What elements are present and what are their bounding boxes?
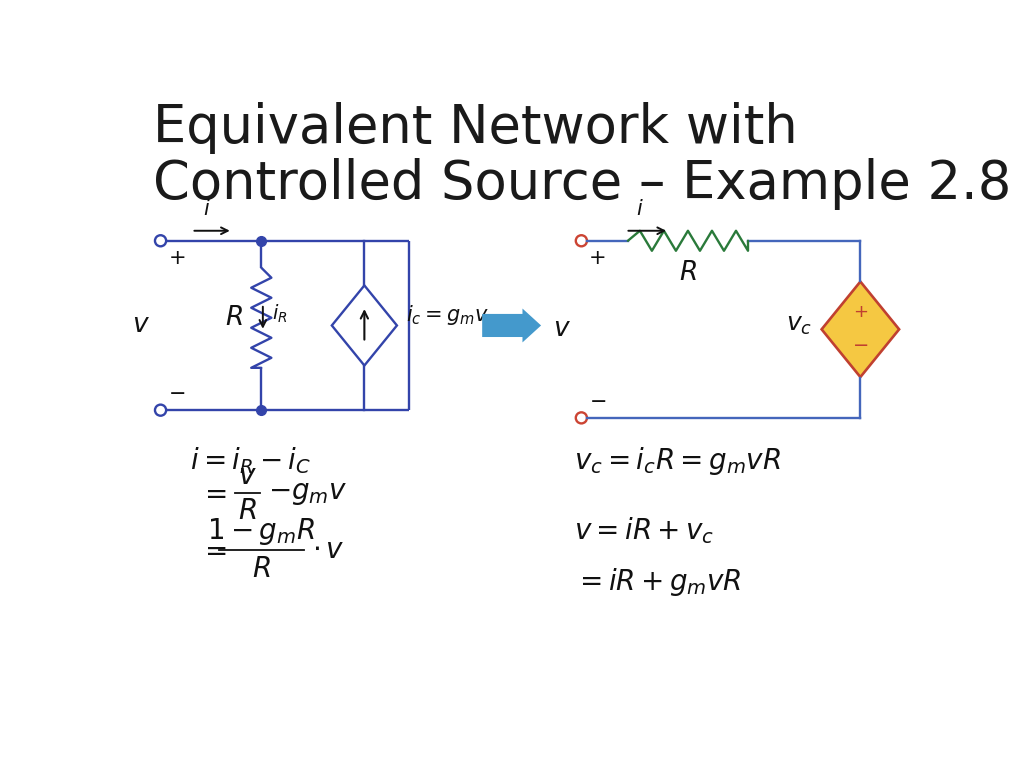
- Text: $v = iR + v_c$: $v = iR + v_c$: [573, 515, 714, 547]
- Text: $R$: $R$: [679, 260, 697, 286]
- Text: $-$: $-$: [852, 333, 868, 353]
- Text: $=$: $=$: [200, 479, 227, 508]
- Text: $+$: $+$: [853, 303, 868, 321]
- Text: $= iR + g_m vR$: $= iR + g_m vR$: [573, 567, 741, 598]
- Text: $\cdot\, v$: $\cdot\, v$: [311, 536, 344, 564]
- Text: $R$: $R$: [225, 305, 243, 331]
- Text: $v_c$: $v_c$: [786, 313, 812, 337]
- Text: $v$: $v$: [132, 313, 151, 339]
- Text: $=$: $=$: [200, 536, 227, 564]
- Text: $i = i_R - i_C$: $i = i_R - i_C$: [190, 445, 311, 475]
- FancyArrow shape: [482, 309, 541, 343]
- Text: $i$: $i$: [203, 199, 211, 219]
- Text: $- g_m v$: $- g_m v$: [267, 479, 347, 508]
- Polygon shape: [821, 282, 899, 377]
- Text: $v_c = i_c R = g_m vR$: $v_c = i_c R = g_m vR$: [573, 445, 780, 477]
- Text: $-$: $-$: [589, 390, 606, 410]
- Text: $R$: $R$: [238, 497, 257, 525]
- Text: $v$: $v$: [553, 316, 571, 343]
- Text: $i_c = g_m v$: $i_c = g_m v$: [407, 303, 489, 327]
- Text: +: +: [589, 249, 607, 269]
- Text: $-$: $-$: [168, 382, 185, 402]
- Text: $1 - g_m R$: $1 - g_m R$: [208, 516, 315, 548]
- Text: $i$: $i$: [636, 199, 643, 219]
- Text: +: +: [168, 249, 186, 269]
- Text: $i_R$: $i_R$: [272, 303, 288, 325]
- Text: Equivalent Network with: Equivalent Network with: [153, 102, 798, 154]
- Text: $R$: $R$: [252, 554, 270, 583]
- Polygon shape: [332, 286, 397, 366]
- Text: Controlled Source – Example 2.8: Controlled Source – Example 2.8: [153, 158, 1011, 210]
- Text: $v$: $v$: [238, 462, 257, 490]
